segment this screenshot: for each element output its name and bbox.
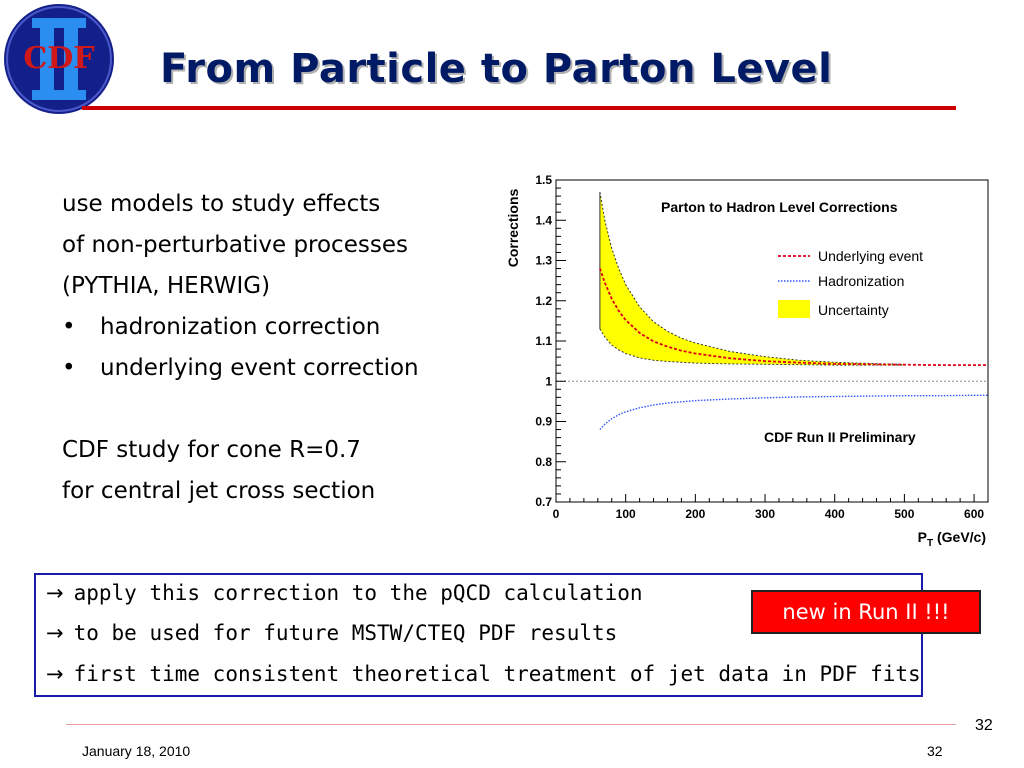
footer-page-number: 32 [927,743,943,759]
x-tick-label: 0 [553,507,560,521]
x-tick-label: 200 [685,507,705,521]
chart-title: Parton to Hadron Level Corrections [661,199,898,215]
bullet-glyph: • [62,314,76,340]
callout-text: apply this correction to the pQCD calcul… [73,581,643,605]
uncertainty-lower-edge [599,328,905,366]
y-tick-label: 1.4 [535,213,552,227]
text-line: (PYTHIA, HERWIG) [62,273,271,299]
bullet-item: • underlying event correction [62,348,419,389]
logo-text: CDF [23,41,94,76]
footer-divider [66,724,956,725]
callout-line: → apply this correction to the pQCD calcu… [46,581,643,605]
x-tick-label: 600 [964,507,984,521]
y-tick-label: 1 [545,374,552,388]
legend-label: Hadronization [818,273,904,289]
uncertainty-upper-edge [599,192,905,365]
callout-text: first time consistent theoretical treatm… [73,662,921,686]
text-line: CDF study for cone R=0.7 [62,437,361,463]
arrow-right-icon: → [46,662,64,686]
x-axis-label: PT (GeV/c) [918,529,986,549]
y-tick-label: 0.7 [535,495,552,509]
legend-swatch-uncertainty [778,300,810,318]
arrow-right-icon: → [46,581,64,605]
x-tick-label: 100 [616,507,636,521]
text-line: use models to study effects [62,191,381,217]
uncertainty-band [599,192,905,366]
callout-line: → to be used for future MSTW/CTEQ PDF res… [46,621,617,645]
y-tick-label: 1.1 [535,334,552,348]
legend-label: Uncertainty [818,302,889,318]
y-tick-label: 0.8 [535,455,552,469]
bullet-label: hadronization correction [100,314,381,340]
bullet-glyph: • [62,355,76,381]
slide-number: 32 [975,717,993,734]
x-tick-label: 400 [825,507,845,521]
text-line: of non-perturbative processes [62,232,408,258]
corrections-chart: 0 100 200 300 400 500 600 0.7 0.8 0.9 1 1.1 1.2 1.3 1.… [505,173,989,549]
callout-box: → apply this correction to the pQCD calcu… [34,573,923,697]
series-line-hadronization [599,394,988,430]
y-tick-label: 1.5 [535,173,552,187]
y-tick-label: 0.9 [535,415,552,429]
y-tick-label: 1.3 [535,254,552,268]
bullet-label: underlying event correction [100,355,419,381]
arrow-right-icon: → [46,621,64,645]
cdf-logo: CDF [4,4,114,114]
x-tick-label: 300 [755,507,775,521]
blank-line [62,389,419,430]
y-tick-label: 1.2 [535,294,552,308]
text-line: for central jet cross section [62,478,376,504]
callout-line: → first time consistent theoretical treat… [46,662,921,686]
series-line-underlying-event [599,268,988,367]
page-title: From Particle to Parton Level [160,46,833,92]
title-underline [82,106,956,110]
new-in-run-ii-badge: new in Run II !!! [751,590,981,634]
legend-label: Underlying event [818,248,923,264]
bullet-text-block: use models to study effects of non-pertu… [62,184,419,512]
chart-annotation: CDF Run II Preliminary [764,429,916,445]
footer-date: January 18, 2010 [82,743,191,759]
y-axis-label: Corrections [505,189,521,268]
callout-text: to be used for future MSTW/CTEQ PDF resu… [73,621,618,645]
bullet-item: • hadronization correction [62,307,419,348]
x-tick-label: 500 [894,507,914,521]
